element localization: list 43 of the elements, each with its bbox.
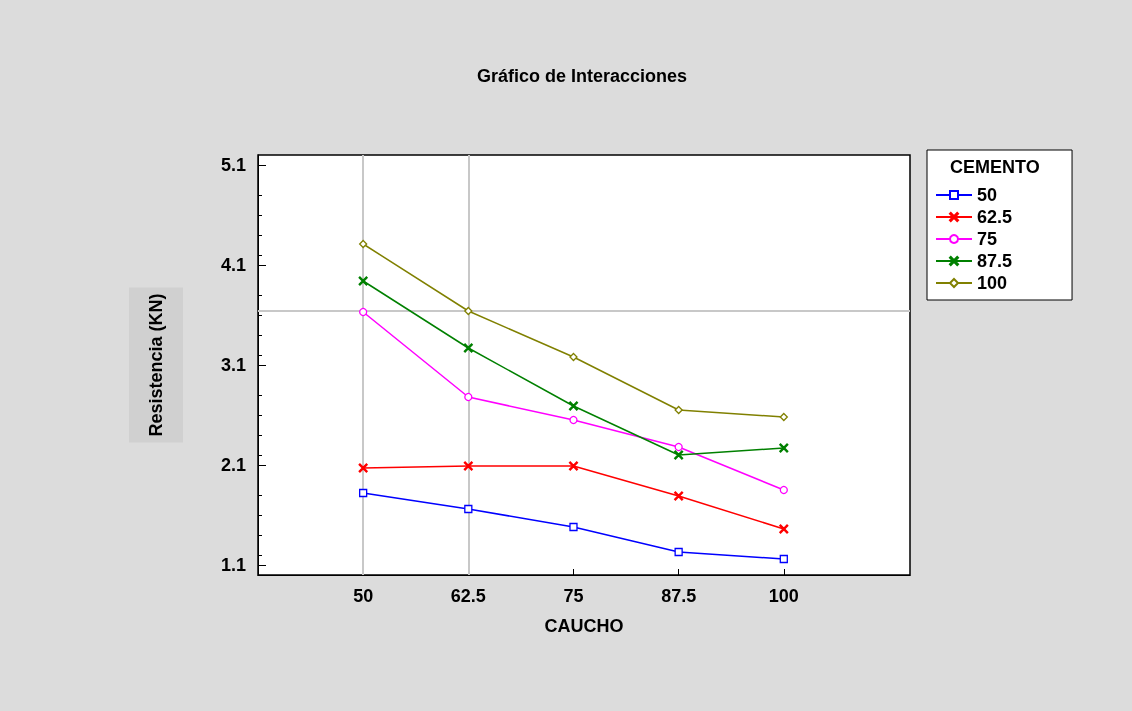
point: [569, 415, 578, 425]
point: [779, 524, 789, 534]
y-tick-label: 5.1: [220, 155, 246, 175]
x-tick-label: 87.5: [661, 586, 697, 606]
y-tick-label: 1.1: [220, 555, 246, 575]
point: [358, 463, 368, 473]
point: [568, 461, 579, 471]
point: [779, 443, 789, 453]
y-tick-label: 3.1: [220, 355, 246, 375]
point: [358, 276, 368, 286]
legend-label: 75: [977, 229, 998, 249]
point: [674, 405, 683, 415]
point: [463, 461, 473, 471]
point: [359, 307, 368, 317]
point: [779, 412, 788, 422]
point: [674, 450, 684, 460]
legend-label: 50: [977, 185, 998, 205]
chart-title: Gráfico de Interacciones: [476, 66, 688, 86]
legend-label: 87.5: [977, 251, 1013, 271]
x-tick-label: 100: [768, 586, 799, 606]
point: [359, 239, 368, 249]
point: [464, 392, 473, 402]
legend-label: 62.5: [977, 207, 1013, 227]
legend-title: CEMENTO: [950, 157, 1040, 177]
point: [779, 554, 788, 564]
legend-label: 100: [977, 273, 1008, 293]
point: [568, 401, 579, 411]
point: [674, 547, 683, 557]
point: [674, 442, 683, 452]
point: [463, 343, 473, 353]
point: [464, 306, 473, 316]
y-tick-label: 4.1: [220, 255, 246, 275]
x-tick-label: 62.5: [450, 586, 486, 606]
x-axis-title: CAUCHO: [544, 616, 624, 636]
y-axis-title: Resistencia (KN): [146, 293, 166, 437]
point: [359, 488, 368, 498]
point: [464, 504, 473, 514]
y-tick-label: 2.1: [220, 455, 246, 475]
x-tick-label: 75: [563, 586, 584, 606]
x-tick-label: 50: [353, 586, 374, 606]
point: [779, 485, 788, 495]
point: [674, 491, 684, 501]
point: [569, 522, 578, 532]
